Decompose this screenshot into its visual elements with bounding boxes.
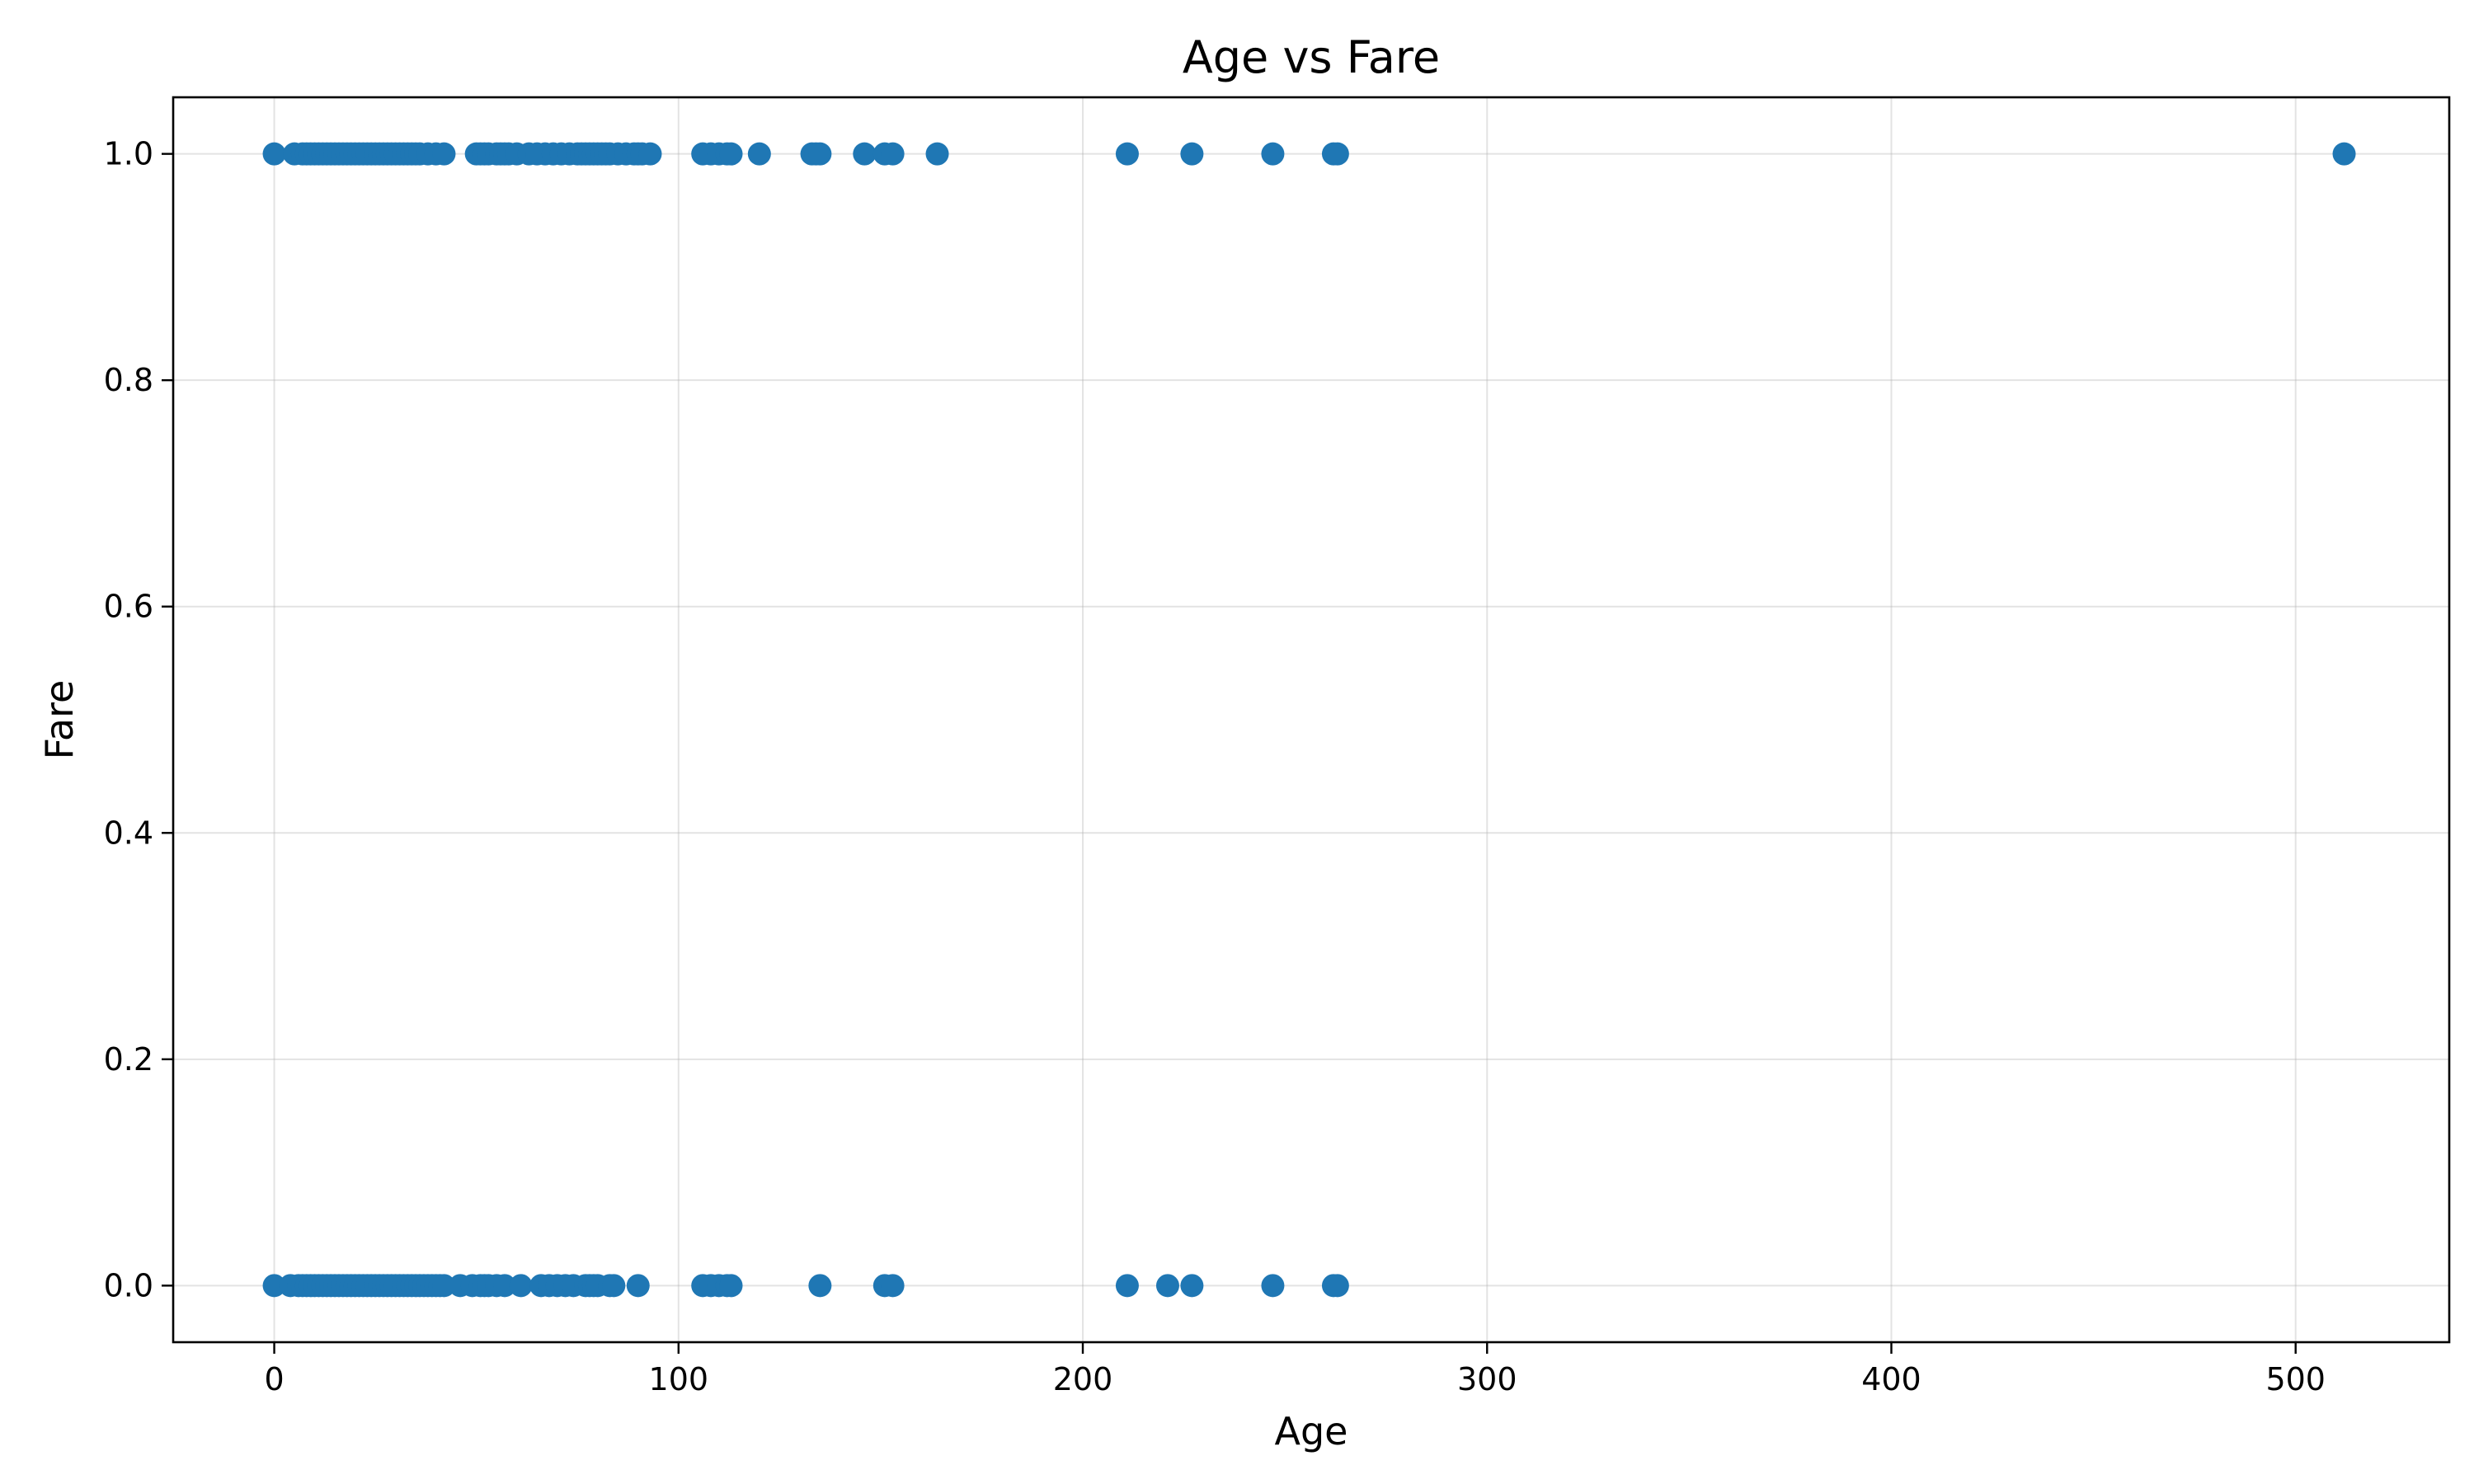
data-point bbox=[1261, 142, 1285, 166]
data-point bbox=[492, 1274, 516, 1298]
plot-frame bbox=[172, 96, 2451, 1344]
data-point bbox=[432, 1274, 456, 1298]
y-tick-label: 1.0 bbox=[104, 136, 153, 172]
data-point bbox=[1115, 1274, 1139, 1298]
data-point bbox=[747, 142, 771, 166]
data-point bbox=[881, 142, 905, 166]
y-axis-label: Fare bbox=[37, 680, 82, 760]
data-point bbox=[1155, 1274, 1179, 1298]
y-tick-label: 0.8 bbox=[104, 362, 153, 398]
data-point bbox=[719, 142, 743, 166]
y-tick-label: 0.6 bbox=[104, 589, 153, 625]
x-tick-label: 200 bbox=[1053, 1361, 1113, 1397]
data-point bbox=[925, 142, 949, 166]
data-point bbox=[808, 1274, 832, 1298]
x-tick-label: 300 bbox=[1457, 1361, 1517, 1397]
data-point bbox=[1325, 142, 1349, 166]
data-point bbox=[509, 1274, 533, 1298]
y-tick-label: 0.4 bbox=[104, 815, 153, 851]
x-tick-label: 0 bbox=[264, 1361, 284, 1397]
y-tick-label: 0.2 bbox=[104, 1041, 153, 1078]
points-layer bbox=[262, 142, 2356, 1298]
data-point bbox=[602, 1274, 626, 1298]
data-point bbox=[853, 142, 877, 166]
x-tick-label: 100 bbox=[649, 1361, 709, 1397]
data-point bbox=[2332, 142, 2356, 166]
x-axis-label: Age bbox=[1275, 1409, 1348, 1453]
data-point bbox=[719, 1274, 743, 1298]
data-point bbox=[638, 142, 662, 166]
grid-layer bbox=[173, 97, 2449, 1342]
y-tick-label: 0.0 bbox=[104, 1267, 153, 1303]
data-point bbox=[262, 1274, 286, 1298]
data-point bbox=[808, 142, 832, 166]
data-point bbox=[1115, 142, 1139, 166]
chart-title: Age vs Fare bbox=[1183, 31, 1440, 83]
data-point bbox=[432, 142, 456, 166]
data-point bbox=[881, 1274, 905, 1298]
data-point bbox=[1180, 1274, 1204, 1298]
data-point bbox=[1261, 1274, 1285, 1298]
data-point bbox=[1180, 142, 1204, 166]
x-tick-label: 500 bbox=[2265, 1361, 2326, 1397]
ticks-layer: 0 100 200 300 400 500 0.0 0.2 0.4 0.6 0.8 1.0 bbox=[104, 136, 2326, 1397]
data-point bbox=[626, 1274, 650, 1298]
data-point bbox=[1325, 1274, 1349, 1298]
x-tick-label: 400 bbox=[1861, 1361, 1921, 1397]
data-point bbox=[262, 142, 286, 166]
